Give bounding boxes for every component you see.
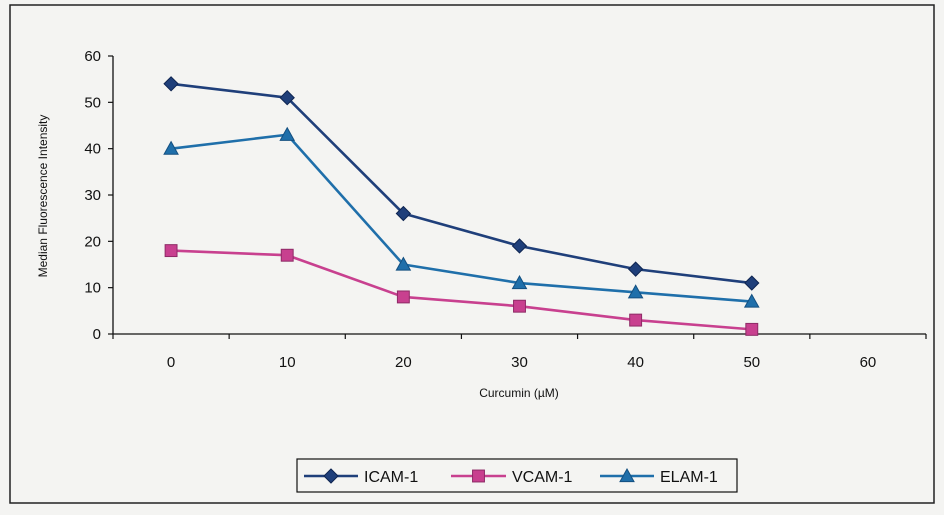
x-tick-label: 60 <box>860 354 877 371</box>
data-point <box>163 140 179 155</box>
series-layer <box>163 76 760 336</box>
x-axis-title: Curcumin (µM) <box>479 386 559 400</box>
y-tick-label: 50 <box>84 94 101 111</box>
data-point <box>627 284 644 299</box>
legend-marker <box>323 468 339 484</box>
data-point <box>395 256 412 271</box>
x-tick-label: 20 <box>395 354 412 371</box>
data-point <box>627 261 644 277</box>
y-tick-label: 60 <box>84 48 101 65</box>
series-line <box>170 133 752 303</box>
legend-item-icam-1: ICAM-1 <box>304 468 418 486</box>
x-tick-label: 0 <box>167 354 175 371</box>
series-vcam-1 <box>164 244 759 336</box>
y-tick-label: 10 <box>84 280 101 297</box>
data-point <box>279 126 296 141</box>
x-tick-label: 40 <box>627 354 644 371</box>
series-elam-1 <box>163 126 760 308</box>
series-line <box>171 249 752 331</box>
data-point <box>395 205 412 222</box>
legend-item-elam-1: ELAM-1 <box>600 467 718 486</box>
legend-label: VCAM-1 <box>512 469 573 486</box>
legend-label: ELAM-1 <box>660 469 718 486</box>
legend-box <box>296 458 738 493</box>
data-point <box>511 238 528 254</box>
legend: ICAM-1 VCAM-1 ELAM-1 <box>296 458 738 493</box>
data-point <box>745 322 759 336</box>
chart-area-border <box>9 4 935 504</box>
data-point <box>396 290 410 304</box>
data-point <box>743 293 760 308</box>
data-point <box>279 89 295 106</box>
series-icam-1 <box>163 76 760 291</box>
x-tick-label: 10 <box>279 354 296 371</box>
data-point <box>511 275 528 290</box>
y-tick-label: 30 <box>84 187 101 204</box>
x-tick-label: 50 <box>743 354 760 371</box>
legend-marker <box>619 467 635 483</box>
series-line <box>170 82 752 285</box>
y-tick-label: 40 <box>84 141 101 158</box>
y-tick-label: 20 <box>84 233 101 250</box>
data-point <box>513 299 526 313</box>
x-tick-label: 30 <box>511 354 528 371</box>
y-axis-title: Median Fluorescence Intensity <box>36 115 50 278</box>
legend-item-vcam-1: VCAM-1 <box>451 469 573 486</box>
data-point <box>280 248 294 262</box>
data-point <box>164 244 178 258</box>
legend-label: ICAM-1 <box>364 469 418 486</box>
data-point <box>629 313 643 327</box>
legend-marker <box>472 469 485 483</box>
y-tick-label: 0 <box>93 326 101 343</box>
data-point <box>744 275 760 291</box>
axes: 0 10 20 30 40 50 60 0 10 20 30 40 50 60 <box>84 48 927 371</box>
data-point <box>163 76 179 92</box>
